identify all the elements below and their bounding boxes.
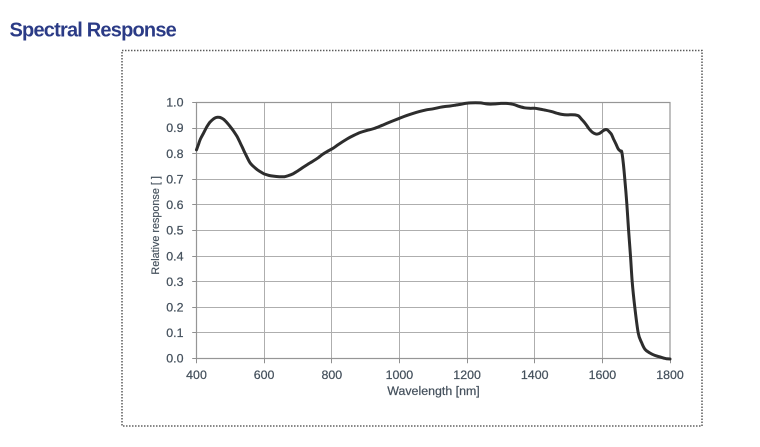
svg-text:0.5: 0.5 bbox=[166, 224, 183, 238]
svg-text:1600: 1600 bbox=[589, 368, 617, 382]
svg-text:1000: 1000 bbox=[386, 368, 414, 382]
svg-text:0.0: 0.0 bbox=[166, 352, 183, 366]
svg-text:800: 800 bbox=[321, 368, 342, 382]
svg-text:0.4: 0.4 bbox=[166, 249, 183, 263]
svg-text:0.3: 0.3 bbox=[166, 275, 183, 289]
svg-text:0.2: 0.2 bbox=[166, 301, 183, 315]
svg-text:0.1: 0.1 bbox=[166, 326, 183, 340]
svg-text:1.0: 1.0 bbox=[166, 96, 183, 110]
svg-text:0.8: 0.8 bbox=[166, 147, 183, 161]
svg-text:1800: 1800 bbox=[656, 368, 684, 382]
svg-text:0.6: 0.6 bbox=[166, 198, 183, 212]
svg-text:1200: 1200 bbox=[453, 368, 481, 382]
svg-text:1400: 1400 bbox=[521, 368, 549, 382]
svg-text:400: 400 bbox=[186, 368, 207, 382]
svg-text:Spectral Response: Spectral Response bbox=[10, 19, 177, 41]
svg-text:0.9: 0.9 bbox=[166, 121, 183, 135]
svg-text:0.7: 0.7 bbox=[166, 172, 183, 186]
svg-text:Wavelength [nm]: Wavelength [nm] bbox=[387, 384, 480, 398]
svg-text:600: 600 bbox=[254, 368, 275, 382]
svg-text:Relative response [ ]: Relative response [ ] bbox=[150, 176, 162, 274]
